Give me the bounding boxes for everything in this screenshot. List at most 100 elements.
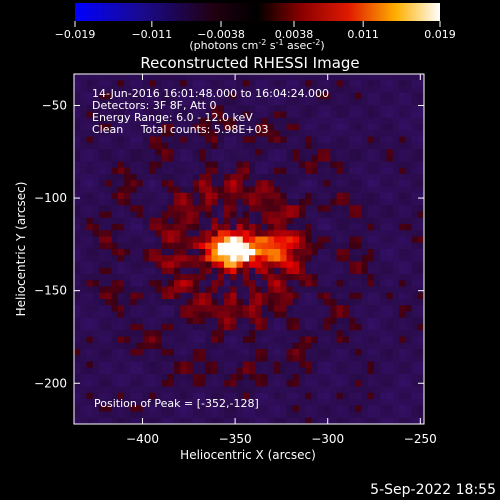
- heatmap-cell: [149, 355, 156, 363]
- heatmap-cell: [274, 155, 281, 163]
- heatmap-cell: [180, 80, 188, 88]
- heatmap-cell: [180, 142, 188, 150]
- heatmap-cell: [117, 280, 125, 288]
- heatmap-cell: [180, 255, 188, 263]
- heatmap-cell: [374, 117, 381, 125]
- heatmap-cell: [399, 174, 406, 181]
- heatmap-cell: [324, 224, 331, 231]
- heatmap-cell: [211, 224, 219, 231]
- heatmap-cell: [267, 336, 275, 344]
- heatmap-cell: [117, 330, 125, 338]
- heatmap-cell: [174, 74, 181, 81]
- heatmap-cell: [136, 105, 144, 113]
- heatmap-cell: [136, 317, 144, 325]
- heatmap-cell: [74, 317, 81, 325]
- heatmap-cell: [367, 292, 375, 300]
- heatmap-cell: [161, 136, 169, 144]
- heatmap-cell: [224, 405, 231, 413]
- heatmap-cell: [142, 405, 150, 413]
- heatmap-cell: [99, 242, 106, 250]
- heatmap-cell: [111, 174, 119, 181]
- heatmap-cell: [167, 174, 175, 181]
- heatmap-cell: [236, 280, 244, 288]
- heatmap-cell: [261, 411, 269, 419]
- heatmap-cell: [367, 324, 375, 331]
- heatmap-cell: [130, 311, 138, 319]
- heatmap-cell: [349, 211, 356, 219]
- heatmap-cell: [380, 99, 388, 106]
- heatmap-cell: [230, 405, 238, 413]
- heatmap-cell: [74, 349, 81, 356]
- heatmap-cell: [149, 361, 156, 369]
- heatmap-cell: [161, 274, 169, 281]
- heatmap-cell: [230, 299, 238, 306]
- heatmap-cell: [324, 124, 331, 131]
- heatmap-cell: [299, 205, 306, 213]
- heatmap-cell: [299, 330, 306, 338]
- heatmap-cell: [330, 392, 338, 400]
- heatmap-cell: [167, 74, 175, 81]
- heatmap-cell: [242, 149, 250, 156]
- heatmap-cell: [330, 336, 338, 344]
- heatmap-cell: [249, 224, 256, 231]
- heatmap-cell: [86, 361, 94, 369]
- heatmap-cell: [324, 249, 331, 256]
- heatmap-cell: [236, 392, 244, 400]
- heatmap-cell: [105, 417, 113, 424]
- heatmap-cell: [317, 105, 325, 113]
- heatmap-cell: [349, 192, 356, 200]
- heatmap-cell: [167, 99, 175, 106]
- heatmap-cell: [136, 167, 144, 175]
- heatmap-cell: [311, 161, 319, 169]
- heatmap-cell: [217, 217, 225, 225]
- heatmap-cell: [267, 142, 275, 150]
- heatmap-cell: [267, 180, 275, 188]
- heatmap-cell: [161, 124, 169, 131]
- heatmap-cell: [180, 374, 188, 381]
- heatmap-cell: [211, 230, 219, 238]
- heatmap-cell: [255, 330, 263, 338]
- heatmap-cell: [149, 136, 156, 144]
- heatmap-cell: [305, 192, 313, 200]
- heatmap-cell: [299, 174, 306, 181]
- heatmap-cell: [280, 317, 288, 325]
- heatmap-cell: [367, 149, 375, 156]
- heatmap-cell: [355, 180, 363, 188]
- heatmap-cell: [292, 349, 300, 356]
- heatmap-cell: [124, 367, 131, 375]
- heatmap-cell: [211, 324, 219, 331]
- heatmap-cell: [242, 342, 250, 350]
- heatmap-cell: [224, 217, 231, 225]
- heatmap-cell: [330, 374, 338, 381]
- heatmap-cell: [211, 267, 219, 275]
- heatmap-cell: [286, 324, 294, 331]
- heatmap-cell: [355, 355, 363, 363]
- heatmap-cell: [292, 336, 300, 344]
- heatmap-cell: [167, 167, 175, 175]
- heatmap-cell: [336, 99, 344, 106]
- heatmap-cell: [142, 361, 150, 369]
- heatmap-cell: [305, 224, 313, 231]
- heatmap-cell: [330, 142, 338, 150]
- heatmap-cell: [255, 149, 263, 156]
- heatmap-cell: [80, 361, 88, 369]
- heatmap-cell: [255, 199, 263, 206]
- heatmap-cell: [86, 174, 94, 181]
- heatmap-cell: [86, 267, 94, 275]
- heatmap-cell: [336, 286, 344, 294]
- heatmap-cell: [255, 205, 263, 213]
- heatmap-cell: [417, 105, 424, 113]
- heatmap-cell: [349, 342, 356, 350]
- heatmap-cell: [105, 355, 113, 363]
- heatmap-cell: [230, 174, 238, 181]
- heatmap-cell: [180, 192, 188, 200]
- heatmap-cell: [249, 361, 256, 369]
- heatmap-cell: [155, 317, 163, 325]
- heatmap-cell: [336, 311, 344, 319]
- heatmap-cell: [411, 217, 419, 225]
- heatmap-cell: [399, 330, 406, 338]
- heatmap-cell: [161, 330, 169, 338]
- heatmap-cell: [392, 242, 400, 250]
- heatmap-cell: [92, 117, 100, 125]
- heatmap-cell: [267, 267, 275, 275]
